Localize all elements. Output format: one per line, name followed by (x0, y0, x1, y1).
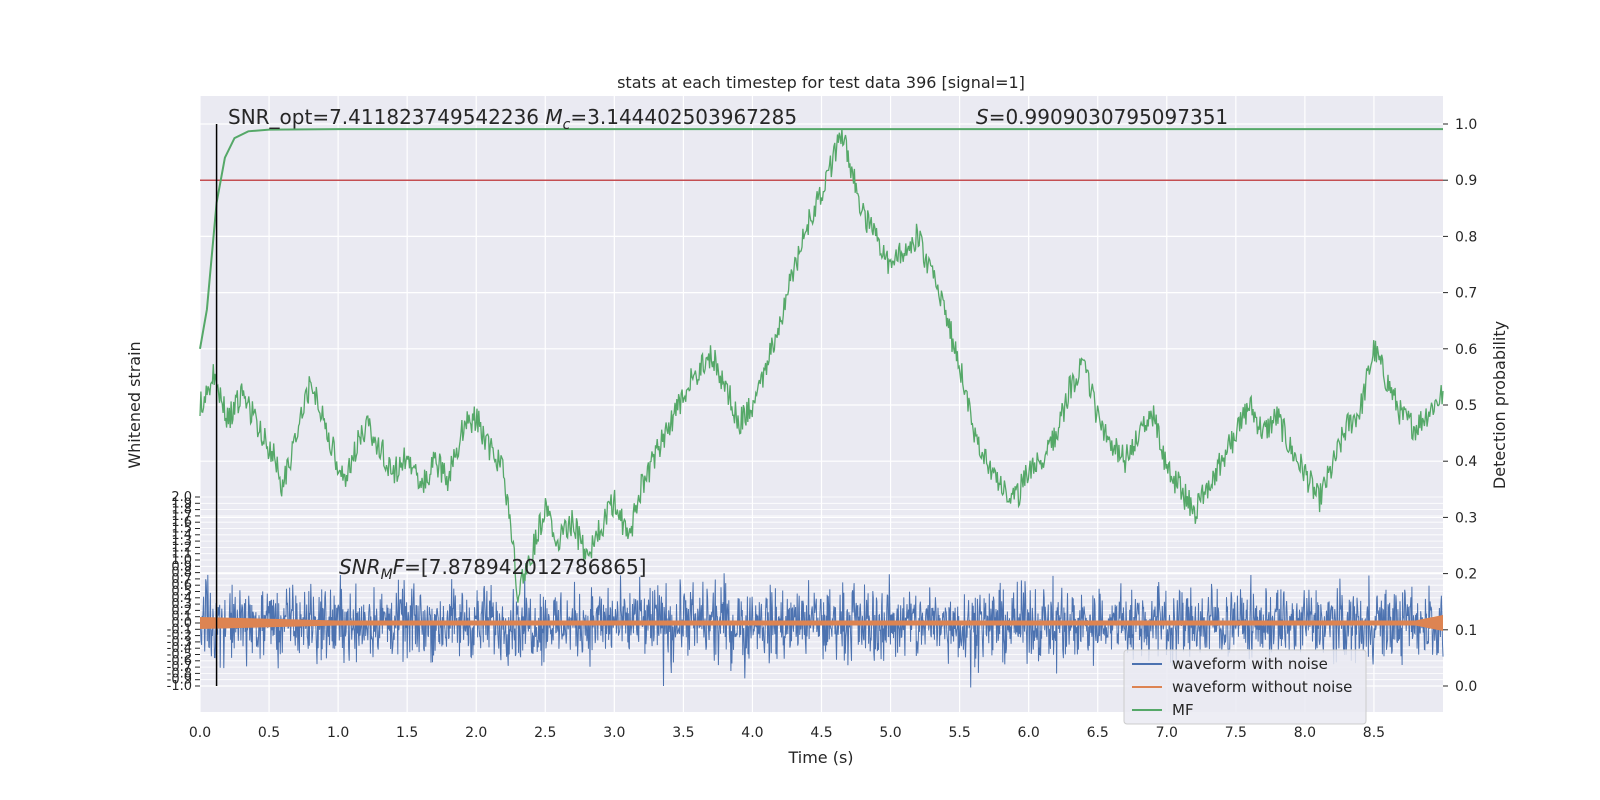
x-tick-label: 8.5 (1363, 725, 1385, 741)
snr-mf-symbol: SNR (339, 555, 381, 579)
x-tick-label: 0.5 (258, 725, 280, 741)
y-tick-label-right: 0.2 (1455, 567, 1477, 583)
mc-subscript: c (563, 117, 571, 133)
x-tick-label: 1.5 (396, 725, 418, 741)
chart-title: stats at each timestep for test data 396… (617, 73, 1025, 92)
series-layer (199, 128, 1444, 688)
x-tick-label: 3.0 (603, 725, 625, 741)
x-tick-label: 8.0 (1294, 725, 1316, 741)
y-tick-label-left: 2.0 (171, 490, 192, 505)
y-tick-label-left: 0.2 (171, 603, 192, 618)
y-tick-label-left: 1.6 (171, 515, 192, 530)
y-tick-label-left: -0.6 (167, 654, 192, 669)
s-symbol: S (976, 105, 989, 129)
legend-label-mf: MF (1172, 701, 1194, 719)
y-tick-label-left: 1.3 (171, 534, 192, 549)
y-tick-label-left: 1.1 (171, 547, 192, 562)
y-tick-label-left: -0.8 (167, 666, 192, 681)
y-tick-label-left: 0.7 (171, 572, 192, 587)
y-tick-label-left: 1.2 (171, 540, 192, 555)
y-tick-label-right: 0.9 (1455, 173, 1477, 189)
y-tick-label-left: -0.3 (167, 635, 192, 650)
x-tick-label: 4.5 (810, 725, 832, 741)
legend: waveform with noise waveform without noi… (1123, 649, 1367, 725)
y-tick-label-left: 0.5 (171, 585, 192, 600)
y-tick-label-right: 0.6 (1455, 342, 1477, 358)
x-tick-label: 7.0 (1156, 725, 1178, 741)
snr-mf-F: F (393, 555, 405, 579)
y-tick-label-left: 1.7 (171, 509, 192, 524)
y-tick-label-left: 0.0 (171, 616, 192, 631)
x-axis-label: Time (s) (787, 748, 853, 767)
legend-label-clean: waveform without noise (1172, 678, 1352, 696)
y-tick-label-left: 0.8 (171, 566, 192, 581)
y-tick-label-left: -0.5 (167, 648, 192, 663)
y-tick-label-right: 0.0 (1455, 679, 1477, 695)
snr-opt-text: SNR_opt=7.411823749542236 (228, 105, 545, 129)
series-detection-probability (199, 128, 1444, 603)
x-tick-label: 0.0 (189, 725, 211, 741)
s-value: =0.9909030795097351 (989, 105, 1228, 129)
y-tick-label-right: 0.1 (1455, 623, 1477, 639)
x-tick-label: 2.5 (534, 725, 556, 741)
y-tick-label-left: 1.4 (171, 528, 192, 543)
series-mf (199, 128, 1443, 349)
y-tick-label-left: 0.1 (171, 610, 192, 625)
y-tick-label-left: 0.6 (171, 578, 192, 593)
x-tick-label: 6.0 (1018, 725, 1040, 741)
series-waveform-without-noise (200, 615, 1443, 631)
y-tick-label-left: 0.9 (171, 559, 192, 574)
y-tick-labels-right: 0.0 0.1 0.2 0.3 0.4 0.5 0.6 0.7 0.8 0.9 1.0 (1443, 117, 1477, 695)
x-tick-label: 3.5 (672, 725, 694, 741)
y-axis-label-right: Detection probability (1490, 321, 1509, 489)
mc-symbol: M (545, 105, 562, 129)
annotation-snr-mf: SNRMF=[7.878942012786865] (339, 555, 647, 583)
x-tick-label: 2.0 (465, 725, 487, 741)
x-tick-label: 4.0 (741, 725, 763, 741)
y-axis-label-left: Whitened strain (125, 341, 144, 468)
annotation-snr-mc: SNR_opt=7.411823749542236 Mc=3.144402503… (228, 105, 797, 133)
x-tick-label: 6.5 (1087, 725, 1109, 741)
x-tick-label: 7.5 (1225, 725, 1247, 741)
y-tick-label-left: 0.3 (171, 597, 192, 612)
y-tick-label-right: 0.3 (1455, 510, 1477, 526)
y-tick-label-left: 1.5 (171, 522, 192, 537)
x-tick-label: 5.5 (948, 725, 970, 741)
y-tick-label-left: 0.4 (171, 591, 192, 606)
legend-box (1123, 649, 1367, 725)
mc-value: =3.144402503967285 (570, 105, 797, 129)
y-tick-label-left: 1.8 (171, 503, 192, 518)
annotation-s: S=0.9909030795097351 (976, 105, 1228, 129)
snr-mf-subscript: M (381, 567, 393, 583)
y-tick-label-right: 1.0 (1455, 117, 1477, 133)
y-tick-label-left: -0.7 (167, 660, 192, 675)
y-tick-label-left: -0.2 (167, 629, 192, 644)
y-tick-label-right: 0.7 (1455, 286, 1477, 302)
y-tick-label-left: 1.0 (171, 553, 192, 568)
y-tick-label-left: -0.1 (167, 622, 192, 637)
x-tick-label: 1.0 (327, 725, 349, 741)
y-tick-label-right: 0.4 (1455, 454, 1477, 470)
x-tick-labels: 0.0 0.5 1.0 1.5 2.0 2.5 3.0 3.5 4.0 4.5 5.0 5.5 6.0 6… (189, 725, 1385, 741)
y-tick-label-left: -0.4 (167, 641, 192, 656)
legend-label-noise: waveform with noise (1172, 655, 1328, 673)
y-tick-label-left: -0.9 (167, 673, 192, 688)
y-tick-label-right: 0.5 (1455, 398, 1477, 414)
y-tick-labels-left: -1.0-0.9-0.8-0.7-0.6-0.5-0.4-0.3-0.2-0.1… (167, 490, 200, 694)
x-tick-label: 5.0 (879, 725, 901, 741)
y-tick-label-left: 1.9 (171, 496, 192, 511)
y-tick-label-right: 0.8 (1455, 229, 1477, 245)
snr-mf-value: =[7.878942012786865] (404, 555, 646, 579)
y-tick-label-left: -1.0 (167, 679, 192, 694)
